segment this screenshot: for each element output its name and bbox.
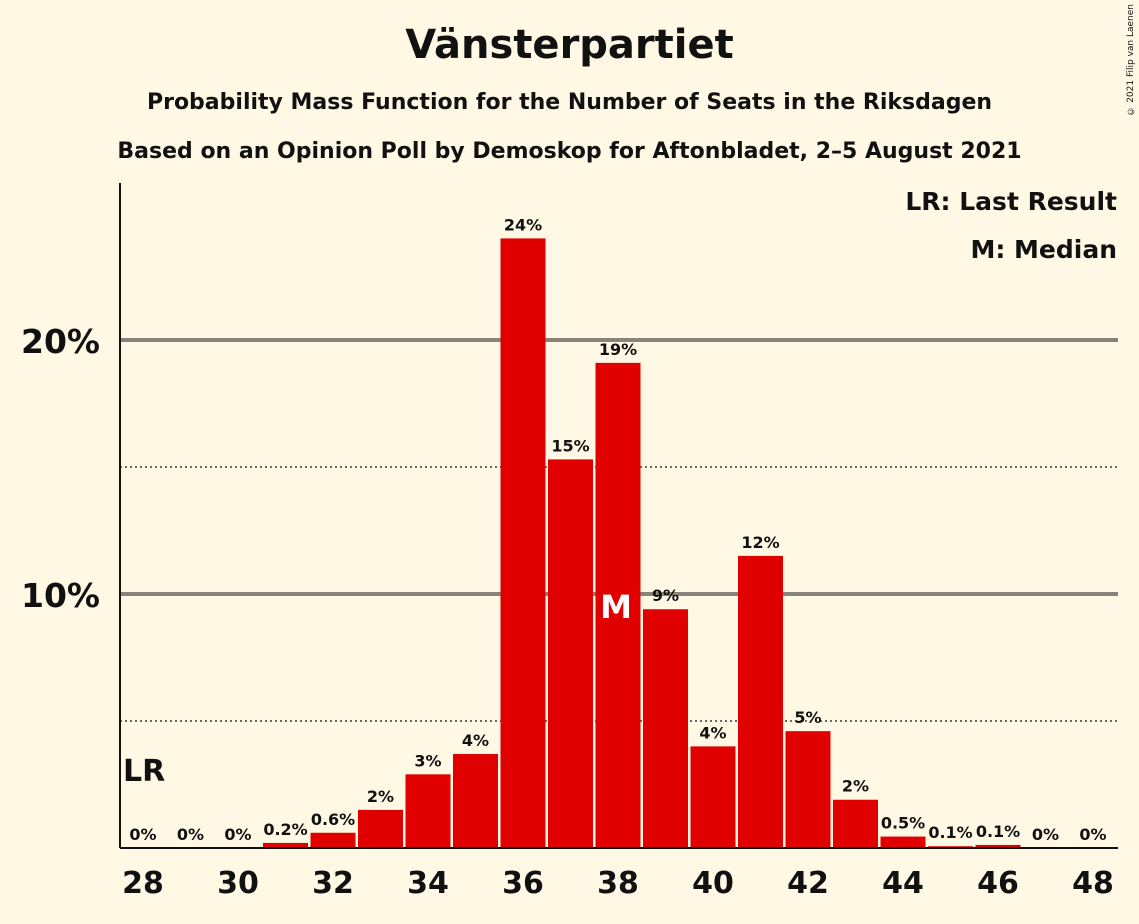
bar-seat-32 [310,832,356,848]
bar-value-label: 0.2% [263,820,307,839]
x-tick-label: 42 [787,866,829,901]
bar-seat-44 [880,836,926,848]
bar-seat-31 [263,842,308,848]
y-tick-label: 20% [21,322,100,361]
bar-value-label: 0% [1032,825,1059,844]
y-tick-label: 10% [21,576,100,615]
bar-seat-38 [595,362,641,848]
x-tick-label: 32 [312,866,354,901]
legend-last-result: LR: Last Result [905,187,1117,216]
bar-value-label: 0% [224,825,251,844]
last-result-marker: LR [123,754,165,789]
bar-value-label: 0.5% [881,814,925,833]
bar-seat-33 [358,809,403,848]
bar-value-label: 0% [1079,825,1106,844]
bar-seat-43 [833,799,878,848]
bar-seat-46 [975,844,1021,848]
bar-seat-41 [738,555,783,848]
x-tick-label: 36 [502,866,544,901]
x-tick-label: 46 [977,866,1019,901]
bar-value-label: 0% [177,825,204,844]
bar-value-label: 2% [842,777,869,796]
bar-value-label: 0.1% [928,823,972,842]
bar-value-label: 0.1% [976,822,1020,841]
x-tick-label: 30 [217,866,259,901]
chart-subtitle: Probability Mass Function for the Number… [146,90,993,115]
bar-seat-42 [785,731,831,848]
bar-value-label: 0% [129,825,156,844]
x-tick-label: 34 [407,866,449,901]
bar-seat-34 [405,774,451,848]
bar-value-label: 15% [551,436,589,455]
bar-value-label: 4% [462,731,489,750]
bar-seat-40 [690,746,736,848]
median-marker: M [600,588,632,626]
bar-value-label: 3% [414,751,441,770]
chart-title: Vänsterpartiet [405,22,734,68]
x-tick-label: 40 [692,866,734,901]
x-tick-label: 28 [122,866,164,901]
bar-value-label: 2% [367,787,394,806]
bar-value-label: 24% [504,215,542,234]
legend-median: M: Median [970,235,1117,264]
bar-value-label: 0.6% [311,810,355,829]
x-tick-label: 48 [1072,866,1114,901]
x-tick-label: 38 [597,866,639,901]
bar-value-label: 19% [599,340,637,359]
bar-seat-35 [453,754,498,848]
bar-seat-37 [548,459,593,848]
bar-value-label: 4% [699,723,726,742]
x-tick-label: 44 [882,866,924,901]
bar-value-label: 9% [652,586,679,605]
bar-value-label: 12% [741,533,779,552]
chart-source: Based on an Opinion Poll by Demoskop for… [117,139,1022,164]
bar-value-label: 5% [794,708,821,727]
bar-seat-36 [500,238,546,848]
bar-seat-39 [643,609,688,848]
